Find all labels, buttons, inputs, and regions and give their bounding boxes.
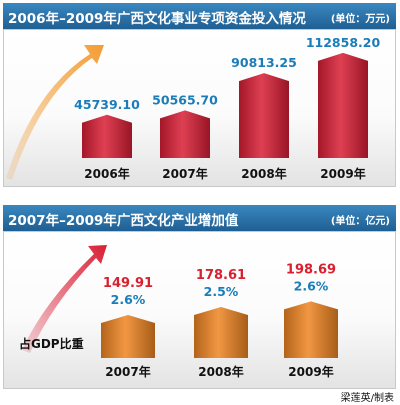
bar-2006年: [82, 114, 132, 158]
data-label: 50565.70: [152, 92, 218, 107]
chart-2-unit: (单位：亿元): [330, 216, 390, 227]
gdp-share-label: 2.5%: [204, 284, 239, 299]
data-label: 90813.25: [231, 55, 297, 70]
chart-panel-2: 2007年–2009年广西文化产业增加值 (单位：亿元) 占GDP比重 149.9…: [3, 205, 396, 389]
chart-panel-1: 2006年–2009年广西文化事业专项资金投入情况 (单位：万元) 45739.…: [3, 3, 396, 189]
chart-2-title-bar: 2007年–2009年广西文化产业增加值 (单位：亿元): [3, 205, 396, 231]
chart-1-title-bar: 2006年–2009年广西文化事业专项资金投入情况 (单位：万元): [3, 3, 396, 29]
chart-1-unit: (单位：万元): [330, 14, 390, 25]
x-tick-label: 2008年: [198, 364, 243, 379]
bar-2009年: [284, 301, 338, 358]
bar-2008年: [239, 73, 289, 158]
data-label: 112858.20: [306, 35, 381, 50]
chart-1-svg: 45739.10 2006年 50565.70 2007年 90813.25 2008年 1…: [6, 35, 381, 181]
decorative-arrow-1: [6, 45, 104, 180]
x-tick-label: 2007年: [162, 166, 207, 181]
data-label: 198.69: [286, 262, 336, 277]
chart-2-svg: 占GDP比重149.912.6%2007年178.612.5%2008年198.…: [19, 245, 338, 379]
chart-2-title: 2007年–2009年广西文化产业增加值: [8, 213, 239, 229]
gdp-share-annotation: 占GDP比重: [19, 336, 84, 351]
gdp-share-label: 2.6%: [111, 292, 146, 307]
chart-1-title: 2006年–2009年广西文化事业专项资金投入情况: [8, 11, 306, 27]
bar-2009年: [318, 52, 368, 159]
chart-1-plot-area: 45739.10 2006年 50565.70 2007年 90813.25 2008年 1…: [3, 29, 396, 187]
decorative-arrow-2: [22, 245, 107, 353]
x-tick-label: 2009年: [288, 364, 333, 379]
data-label: 45739.10: [74, 97, 140, 112]
chart-2-plot-area: 占GDP比重 149.91 2.6% 2007年 178.61 2.5% 2008年 198.…: [3, 231, 396, 389]
x-tick-label: 2007年: [105, 364, 150, 379]
x-tick-label: 2009年: [320, 166, 365, 181]
gdp-share-label: 2.6%: [294, 278, 329, 293]
x-tick-label: 2008年: [241, 166, 286, 181]
bar-2007年: [101, 315, 155, 358]
x-tick-label: 2006年: [84, 166, 129, 181]
bar-2008年: [194, 306, 248, 358]
credit-text: 梁莲英/制表: [340, 393, 394, 404]
data-label: 149.91: [103, 276, 153, 291]
data-label: 178.61: [196, 268, 246, 283]
bar-2007年: [160, 110, 210, 158]
